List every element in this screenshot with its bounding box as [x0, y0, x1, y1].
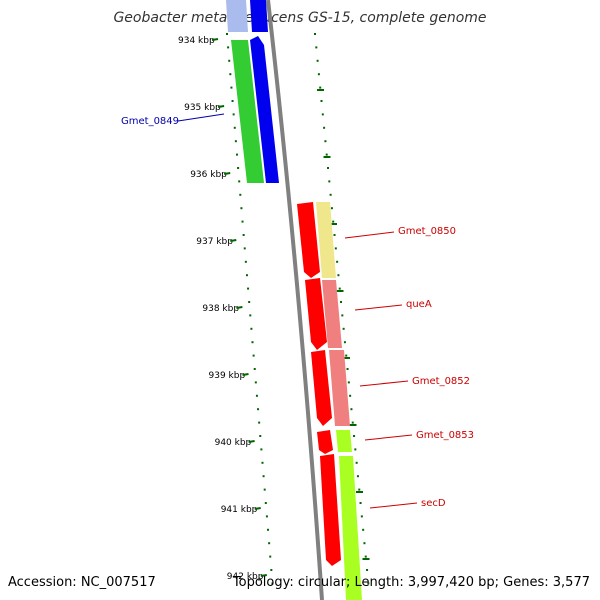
cds-feature-red-1[interactable] [297, 202, 320, 278]
cds-feature-lime-secd[interactable] [339, 456, 362, 600]
callout-line-gmet0849 [177, 113, 225, 122]
kbp-label: 939 kbp [209, 371, 246, 381]
callout-line-gmet0853 [364, 434, 413, 441]
gene-label-secd[interactable]: secD [421, 498, 446, 509]
kbp-major-tick [242, 373, 249, 376]
genome-title: Geobacter metallireducens GS-15, complet… [113, 10, 487, 26]
cds-feature-top-blue [250, 0, 268, 32]
cds-feature-lime-gmet0853[interactable] [336, 430, 352, 452]
accession-label: Accession: NC_007517 [8, 575, 156, 590]
kbp-label: 935 kbp [184, 103, 221, 113]
callout-line-quea [354, 304, 403, 311]
gene-label-gmet0852[interactable]: Gmet_0852 [412, 376, 470, 387]
kbp-major-tick [230, 239, 237, 242]
kbp-major-tick [236, 306, 243, 309]
cds-feature-top-lightblue [226, 0, 248, 32]
gene-label-gmet0849[interactable]: Gmet_0849 [121, 116, 179, 127]
cds-feature-blue-gmet0849[interactable] [250, 36, 279, 183]
kbp-label: 941 kbp [221, 505, 258, 515]
kbp-label: 934 kbp [178, 36, 215, 46]
kbp-major-tick [224, 172, 231, 175]
cds-feature-green[interactable] [231, 40, 264, 183]
kbp-label: 936 kbp [190, 170, 227, 180]
right-dot-track [314, 33, 370, 585]
kbp-major-tick [248, 440, 255, 443]
genome-backbone [266, 0, 324, 600]
kbp-scale: 934 kbp 935 kbp 936 kbp 937 kbp 938 kbp 939 k… [178, 36, 267, 582]
kbp-label: 938 kbp [202, 304, 239, 314]
cds-feature-salmon-quea[interactable] [322, 280, 342, 348]
gene-label-gmet0850[interactable]: Gmet_0850 [398, 226, 456, 237]
callout-line-secd [369, 502, 418, 509]
kbp-major-tick [211, 38, 219, 41]
kbp-major-tick [260, 574, 267, 577]
cds-feature-red-5[interactable] [320, 454, 341, 566]
topology-label: Topology: circular; Length: 3,997,420 bp… [232, 575, 590, 590]
kbp-major-tick [217, 105, 225, 108]
kbp-major-tick [254, 507, 261, 510]
cds-feature-red-4[interactable] [317, 430, 333, 454]
cds-feature-red-3[interactable] [311, 350, 332, 426]
cds-feature-red-2[interactable] [305, 278, 327, 350]
callout-line-gmet0852 [359, 380, 409, 387]
cds-feature-yellow-gmet0850[interactable] [316, 202, 336, 278]
kbp-label: 937 kbp [196, 237, 233, 247]
kbp-label: 940 kbp [215, 438, 252, 448]
gene-label-quea[interactable]: queA [406, 299, 432, 310]
callout-line-gmet0850 [344, 231, 395, 239]
gene-label-gmet0853[interactable]: Gmet_0853 [416, 430, 474, 441]
kbp-label: 942 kbp [227, 572, 264, 582]
left-dot-track [226, 33, 274, 585]
cds-feature-salmon-gmet0852[interactable] [329, 350, 350, 426]
